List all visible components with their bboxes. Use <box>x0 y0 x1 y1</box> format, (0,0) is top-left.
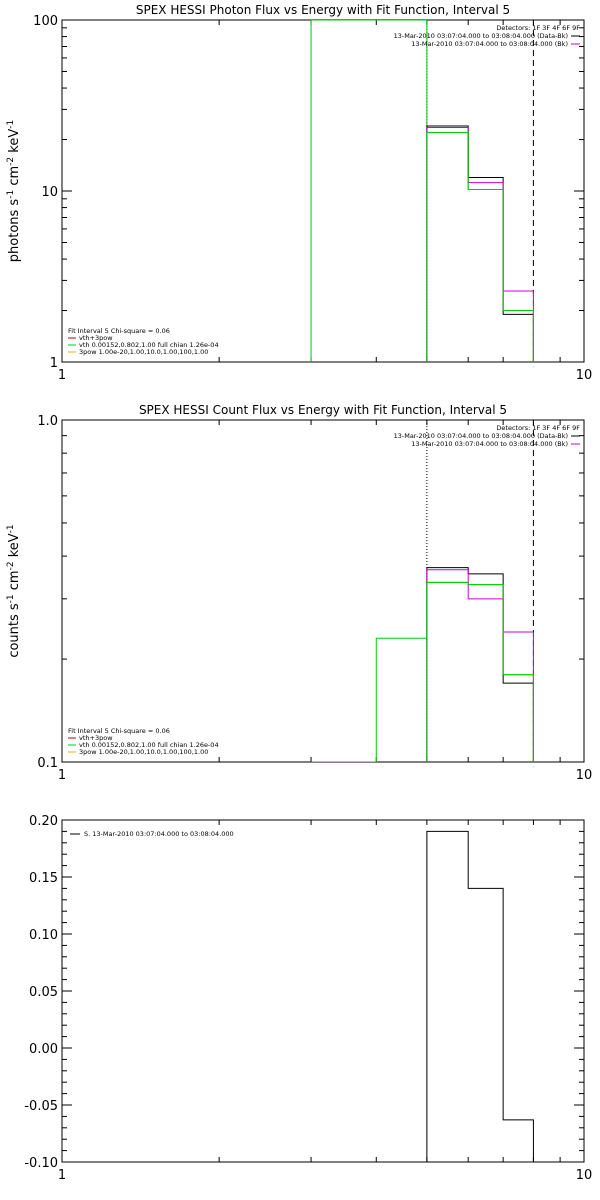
panel-count: SPEX HESSI Count Flux vs Energy with Fit… <box>6 403 592 783</box>
legend-top-left-entry: S. 13-Mar-2010 03:07:04.000 to 03:08:04.… <box>84 830 234 838</box>
y-tick-label: 0.10 <box>29 928 58 943</box>
chart-title: SPEX HESSI Count Flux vs Energy with Fit… <box>139 403 507 417</box>
series-3-step-line <box>426 581 534 762</box>
legend-top-right-entry: 13-Mar-2010 03:07:04.000 to 03:08:04.000… <box>411 40 568 48</box>
y-tick-label: 0.00 <box>29 1042 58 1057</box>
panel-photon: SPEX HESSI Photon Flux vs Energy with Fi… <box>6 3 592 383</box>
y-label-part: keV <box>7 533 22 561</box>
y-label-part: cm <box>7 166 22 190</box>
legend-bottom-left-entry: vth+3pow <box>79 334 113 342</box>
legend-top-right-entry: 13-Mar-2010 03:07:04.000 to 03:08:04.000… <box>411 440 568 448</box>
y-tick-label: -0.10 <box>24 1156 58 1171</box>
x-tick-label: 1 <box>58 1168 66 1183</box>
legend-top-right-entry: 13-Mar-2010 03:07:04.000 to 03:08:04.000… <box>394 432 568 440</box>
legend-bottom-left-entry: vth 0.00152,0.802,1.00 full chian 1.26e-… <box>79 741 219 749</box>
x-tick-label: 10 <box>576 768 593 783</box>
series-3-step-line <box>426 131 534 362</box>
x-tick-label: 1 <box>58 368 66 383</box>
series-0-step-line <box>426 830 534 1162</box>
x-tick-label: 10 <box>576 368 593 383</box>
legend-bottom-left-entry: 3pow 1.00e-20,1.00,10.0,1.00,100,1.00 <box>79 748 208 756</box>
panel-resid: 1 10 -0.10 -0.05 0.00 0.05 0.10 0.15 0.20 S. 13-M… <box>24 814 592 1183</box>
y-label-superscript: -2 <box>6 561 16 570</box>
x-tick-label: 1 <box>58 768 66 783</box>
data-layer <box>426 830 534 1162</box>
series-1-step-line <box>426 125 534 362</box>
series-2-step-line <box>426 569 534 762</box>
series-0-step-line <box>311 581 534 762</box>
y-tick-label: 1.0 <box>37 414 58 429</box>
plot-frame <box>61 419 585 763</box>
y-tick-label: 0.20 <box>29 814 58 829</box>
x-tick-label: 10 <box>576 1168 593 1183</box>
data-layer <box>311 420 534 762</box>
y-label-part: cm <box>7 570 22 594</box>
legend-bottom-left-entry: vth 0.00152,0.802,1.00 full chian 1.26e-… <box>79 341 219 349</box>
y-tick-label: 10 <box>41 185 58 200</box>
y-tick-label: 0.1 <box>37 756 58 771</box>
y-axis-label: photons s-1 cm-2 keV-1 <box>6 120 22 262</box>
legend-bottom-left-entry: vth+3pow <box>79 734 113 742</box>
series-0-step-line <box>310 20 534 362</box>
plot-frame <box>61 819 585 1163</box>
y-label-superscript: -1 <box>6 190 16 199</box>
y-label-part: keV <box>7 129 22 157</box>
legend-top-right-entry: Detectors: 1F 3F 4F 6F 9F <box>496 424 580 432</box>
y-axis-label: counts s-1 cm-2 keV-1 <box>6 524 22 657</box>
y-tick-label: 100 <box>33 14 58 29</box>
y-tick-label: -0.05 <box>24 1099 58 1114</box>
series-2-step-line <box>426 127 534 362</box>
y-label-part: photons s <box>7 199 22 263</box>
y-label-superscript: -1 <box>6 120 16 129</box>
legend-bottom-left-entry: Fit Interval 5 Chi-square = 0.06 <box>68 727 170 735</box>
y-tick-label: 0.05 <box>29 985 58 1000</box>
legend-top-right-entry: 13-Mar-2010 03:07:04.000 to 03:08:04.000… <box>394 32 568 40</box>
y-label-superscript: -1 <box>6 594 16 603</box>
y-tick-label: 1 <box>50 356 58 371</box>
data-layer <box>310 20 534 362</box>
chart-title: SPEX HESSI Photon Flux vs Energy with Fi… <box>136 3 510 17</box>
legend-bottom-left-entry: 3pow 1.00e-20,1.00,10.0,1.00,100,1.00 <box>79 348 208 356</box>
legend-top-right-entry: Detectors: 1F 3F 4F 6F 9F <box>496 24 580 32</box>
y-label-superscript: -2 <box>6 157 16 166</box>
y-label-superscript: -1 <box>6 524 16 533</box>
series-1-step-line <box>426 567 534 762</box>
y-label-part: counts s <box>7 603 22 658</box>
y-tick-label: 0.15 <box>29 871 58 886</box>
legend-bottom-left-entry: Fit Interval 5 Chi-square = 0.06 <box>68 327 170 335</box>
